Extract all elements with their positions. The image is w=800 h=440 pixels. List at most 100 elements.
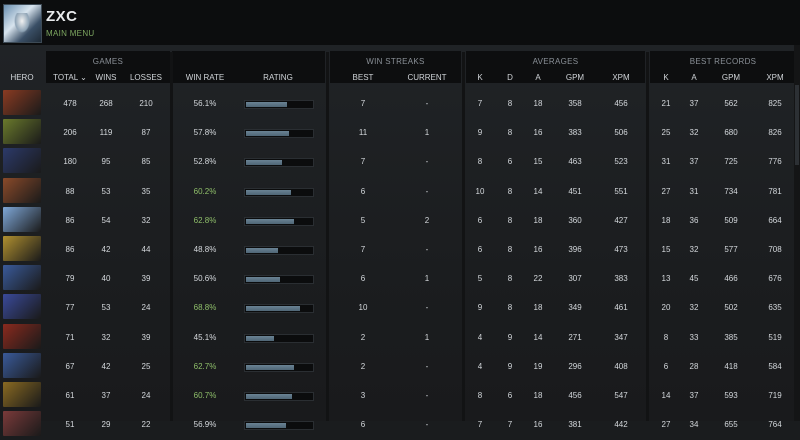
total-cell: 88 (65, 186, 75, 196)
xpm-cell: 523 (614, 157, 628, 167)
hero-portrait[interactable] (3, 352, 41, 378)
hero-portrait[interactable] (3, 323, 41, 349)
rk-cell: 31 (661, 157, 671, 167)
rxpm-cell: 584 (768, 361, 782, 371)
gpm-cell: 271 (568, 332, 582, 342)
table-row[interactable]: 180 95 85 52.8% 7 - 8 6 15 463 523 31 37 725 776 (0, 147, 800, 177)
win-rate-cell: 56.9% (193, 420, 217, 430)
rxpm-cell: 719 (768, 391, 782, 400)
rating-bar-fill (246, 364, 294, 370)
scrollbar-thumb[interactable] (795, 85, 799, 165)
ra-cell: 28 (689, 361, 699, 371)
losses-cell: 44 (141, 245, 151, 254)
wins-cell: 95 (101, 157, 111, 167)
rgpm-cell: 466 (724, 274, 738, 284)
hero-portrait[interactable] (3, 177, 41, 203)
table-row[interactable]: 71 32 39 45.1% 2 1 4 9 14 271 347 8 33 385 519 (0, 323, 800, 353)
hero-column-header[interactable]: HERO (10, 73, 34, 82)
a-cell: 18 (533, 391, 543, 400)
best-xpm-column-header[interactable]: XPM (766, 73, 784, 82)
avg-kills-column-header[interactable]: K (477, 73, 483, 82)
total-column-header[interactable]: TOTAL ⌄ (53, 73, 87, 82)
rating-bar (244, 246, 314, 255)
hero-portrait[interactable] (3, 236, 41, 261)
table-row[interactable]: 86 54 32 62.8% 5 2 6 8 18 360 427 18 36 509 664 (0, 206, 800, 236)
win-rate-column-header[interactable]: WIN RATE (185, 73, 225, 82)
hero-portrait[interactable] (3, 294, 41, 320)
a-cell: 22 (533, 274, 543, 284)
wins-column-header[interactable]: WINS (95, 73, 117, 82)
avg-assists-column-header[interactable]: A (535, 73, 541, 82)
table-row[interactable]: 61 37 24 60.7% 3 - 8 6 18 456 547 14 37 593 719 (0, 381, 800, 411)
d-cell: 8 (507, 128, 513, 138)
table-row[interactable]: 51 29 22 56.9% 6 - 7 7 16 381 442 27 34 655 764 (0, 410, 800, 440)
best-cell: 7 (360, 245, 366, 254)
averages-group-title: AVERAGES (532, 57, 579, 66)
hero-portrait[interactable] (3, 119, 41, 145)
table-row[interactable]: 478 268 210 56.1% 7 - 7 8 18 358 456 21 37 562 825 (0, 89, 800, 119)
top-bar: ZXC MAIN MENU (0, 0, 800, 45)
avg-deaths-column-header[interactable]: D (507, 73, 513, 82)
hero-portrait[interactable] (3, 411, 41, 437)
table-row[interactable]: 67 42 25 62.7% 2 - 4 9 19 296 408 6 28 418 584 (0, 352, 800, 382)
gpm-cell: 451 (568, 186, 582, 196)
k-cell: 10 (475, 186, 485, 196)
rating-bar-fill (246, 189, 291, 195)
xpm-cell: 427 (614, 215, 628, 225)
table-row[interactable]: 206 119 87 57.8% 11 1 9 8 16 383 506 25 32 680 826 (0, 118, 800, 148)
losses-column-header[interactable]: LOSSES (129, 73, 162, 82)
rating-bar-fill (246, 277, 280, 283)
games-group-title: GAMES (92, 57, 124, 66)
d-cell: 9 (507, 332, 513, 342)
win-rate-cell: 68.8% (193, 303, 217, 313)
rating-column-header[interactable]: RATING (263, 73, 293, 82)
table-row[interactable]: 88 53 35 60.2% 6 - 10 8 14 451 551 27 31 734 781 (0, 177, 800, 207)
hero-portrait[interactable] (3, 265, 41, 291)
hero-portrait[interactable] (3, 148, 41, 174)
ra-cell: 37 (689, 99, 699, 108)
total-cell: 67 (65, 361, 75, 371)
best-gpm-column-header[interactable]: GPM (721, 73, 741, 82)
ra-cell: 31 (689, 186, 699, 196)
rk-cell: 25 (661, 128, 671, 138)
rxpm-cell: 635 (768, 303, 782, 313)
rk-cell: 21 (661, 99, 671, 108)
losses-cell: 210 (139, 99, 153, 108)
table-row[interactable]: 79 40 39 50.6% 6 1 5 8 22 307 383 13 45 466 676 (0, 264, 800, 294)
rating-bar-fill (246, 423, 286, 429)
hero-portrait[interactable] (3, 206, 41, 232)
total-cell: 86 (65, 215, 75, 225)
a-cell: 16 (533, 420, 543, 430)
scrollbar[interactable] (794, 45, 800, 421)
table-row[interactable]: 77 53 24 68.8% 10 - 9 8 18 349 461 20 32 502 635 (0, 293, 800, 323)
current-streak-column-header[interactable]: CURRENT (407, 73, 447, 82)
table-row[interactable]: 86 42 44 48.8% 7 - 6 8 16 396 473 15 32 577 708 (0, 235, 800, 265)
main-menu-link[interactable]: MAIN MENU (46, 29, 95, 38)
best-streak-column-header[interactable]: BEST (352, 73, 374, 82)
avg-xpm-column-header[interactable]: XPM (612, 73, 630, 82)
avg-gpm-column-header[interactable]: GPM (565, 73, 585, 82)
rk-cell: 27 (661, 186, 671, 196)
total-cell: 79 (65, 274, 75, 284)
best-kills-column-header[interactable]: K (663, 73, 669, 82)
current-cell: 2 (424, 215, 430, 225)
a-cell: 18 (533, 99, 543, 108)
wins-cell: 54 (101, 215, 111, 225)
rgpm-cell: 385 (724, 332, 738, 342)
rating-bar (244, 421, 314, 431)
hero-portrait[interactable] (3, 382, 41, 407)
k-cell: 9 (477, 128, 483, 138)
win-rate-cell: 50.6% (193, 274, 217, 284)
best-assists-column-header[interactable]: A (691, 73, 697, 82)
avatar[interactable] (3, 4, 42, 43)
rating-bar (244, 362, 314, 372)
a-cell: 19 (533, 361, 543, 371)
rk-cell: 15 (661, 245, 671, 254)
rating-bar (244, 100, 314, 109)
rxpm-cell: 776 (768, 157, 782, 167)
gpm-cell: 381 (568, 420, 582, 430)
hero-portrait[interactable] (3, 90, 41, 115)
rgpm-cell: 725 (724, 157, 738, 167)
a-cell: 14 (533, 186, 543, 196)
a-cell: 14 (533, 332, 543, 342)
